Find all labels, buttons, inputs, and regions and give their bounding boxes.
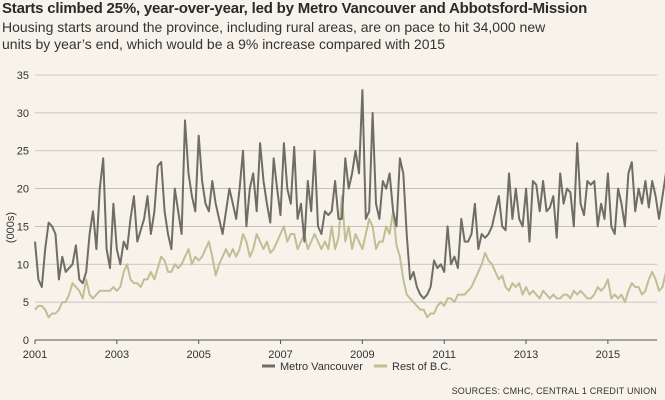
x-tick-label: 2011 [432, 349, 456, 361]
grid-lines [35, 74, 657, 341]
y-tick-label: 20 [17, 184, 29, 196]
chart-subtitle: Housing starts around the province, incl… [2, 19, 546, 52]
y-axis-ticks: 0 5 10 15 20 25 30 35 [17, 70, 29, 347]
x-axis-ticks: 2001 2003 2005 2007 2009 2011 2013 2015 [23, 340, 620, 361]
x-tick-label: 2001 [23, 349, 47, 361]
x-tick-label: 2015 [596, 349, 620, 361]
x-tick-label: 2003 [105, 349, 129, 361]
legend-label: Rest of B.C. [392, 361, 451, 373]
y-tick-label: 35 [17, 70, 29, 82]
y-tick-label: 5 [23, 297, 29, 309]
x-tick-label: 2009 [350, 349, 374, 361]
y-axis-label: (000s) [5, 212, 17, 243]
source-note: SOURCES: CMHC, CENTRAL 1 CREDIT UNION [452, 386, 657, 396]
y-tick-label: 10 [17, 259, 29, 271]
y-tick-label: 30 [17, 108, 29, 120]
x-tick-label: 2013 [514, 349, 538, 361]
y-tick-label: 0 [23, 335, 29, 347]
series-lines [34, 89, 665, 319]
y-tick-label: 25 [17, 146, 29, 158]
chart-title: Starts climbed 25%, year-over-year, led … [2, 0, 588, 17]
x-tick-label: 2005 [186, 349, 210, 361]
series-line-rest-of-b-c [34, 195, 665, 319]
legend-label: Metro Vancouver [280, 361, 363, 373]
y-tick-label: 15 [17, 221, 29, 233]
legend: Metro Vancouver Rest of B.C. [262, 361, 451, 373]
x-tick-label: 2007 [268, 349, 292, 361]
series-line-metro-vancouver [34, 89, 665, 300]
